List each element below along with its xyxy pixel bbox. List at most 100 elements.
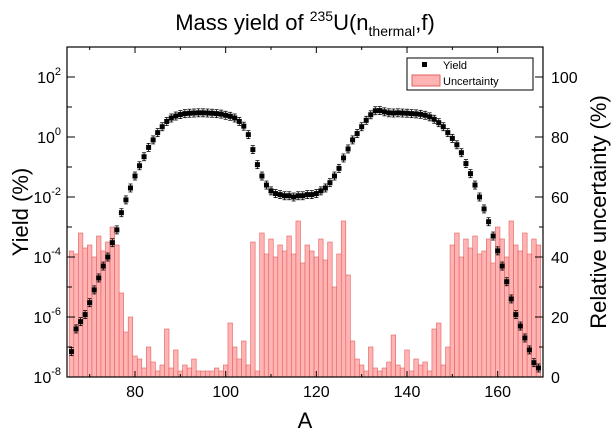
legend-uncertainty-swatch [411,74,441,87]
yield-marker [445,130,451,136]
yield-point [363,115,369,125]
yield-marker [173,113,179,119]
yield-point [454,140,460,150]
uncertainty-bar [331,286,338,378]
yield-point [218,109,224,119]
y-axis-label-left: Yield (%) [8,168,33,256]
uncertainty-bar [449,244,455,378]
yield-marker [164,118,170,124]
yield-point [467,169,473,179]
yield-point [245,130,251,140]
uncertainty-bar [531,238,537,378]
x-tick-label: 140 [394,384,421,401]
yield-point [318,186,324,196]
yield-point [486,217,492,227]
yield-point [223,110,229,120]
uncertainty-bar [118,292,124,378]
yield-point [399,108,405,118]
yield-marker [105,254,111,260]
uncertainty-bar [295,220,301,378]
uncertainty-bar [504,256,510,378]
yield-point [313,189,319,198]
title-main: Mass yield of [175,10,310,35]
yield-point [141,152,147,162]
y-tick-label-right: 40 [551,250,569,267]
yield-point [91,285,97,295]
title-end: ,f) [415,10,435,35]
uncertainty-bar [159,364,165,378]
yield-marker [504,279,510,285]
yield-marker [381,109,387,115]
yield-point [427,112,433,122]
uncertainty-bar [427,370,433,378]
legend: Yield Uncertainty [406,57,534,91]
yield-point [236,117,242,126]
yield-marker [395,110,401,116]
yield-marker [69,349,75,355]
yield-marker [91,287,97,293]
yield-marker [250,147,256,153]
yield-point [535,363,541,373]
yield-marker [150,137,156,143]
yield-point [132,171,138,181]
uncertainty-bar [73,253,79,378]
uncertainty-bar [209,370,215,378]
yield-point [159,122,165,132]
yield-marker [200,110,206,116]
yield-marker [535,365,541,371]
yield-marker [467,171,473,177]
yield-marker [354,131,360,137]
yield-marker [413,111,419,117]
yield-point [263,180,269,190]
uncertainty-bar [250,241,256,378]
yield-marker [295,193,301,199]
uncertainty-bar [350,340,356,378]
uncertainty-bar [254,370,260,378]
yield-point [186,108,192,118]
yield-point [336,163,342,173]
yield-point [309,190,315,200]
uncertainty-bar [381,367,387,378]
yield-point [304,190,310,200]
legend-yield-label: Yield [443,60,467,72]
yield-point [477,192,483,202]
uncertainty-bar [363,370,369,378]
x-axis-label: A [298,408,313,433]
yield-point [73,324,79,334]
yield-point [404,108,410,118]
uncertainty-bar [277,244,283,378]
uncertainty-bar [472,235,478,378]
yield-marker [499,263,505,269]
y-tick-label-right: 80 [551,130,569,147]
yield-marker [386,110,392,116]
y-tick-label-left: 10-2 [33,186,61,207]
yield-marker [277,192,283,198]
title-mid: U(n [333,10,368,35]
yield-point [69,347,75,357]
yield-point [440,122,446,132]
yield-marker [177,112,183,118]
yield-point [300,191,306,201]
yield-point [232,113,238,123]
yield-marker [132,173,138,179]
y-tick-label-left: 10-4 [33,246,61,267]
yield-marker [486,219,492,225]
uncertainty-bar [368,346,374,378]
uncertainty-bar [96,235,102,378]
yield-point [390,108,396,118]
yield-marker [291,194,297,200]
yield-marker [495,248,501,254]
yield-point [105,252,111,262]
yield-marker [146,144,152,150]
uncertainty-bar [286,235,292,378]
uncertainty-bar [150,361,156,378]
yield-point [341,153,347,163]
yield-marker [436,120,442,126]
yield-point [449,133,455,143]
yield-point [96,273,102,283]
yield-point [531,358,537,368]
title-sub: thermal [369,23,416,39]
yield-marker [508,296,514,302]
yield-point [386,108,392,118]
yield-marker [440,124,446,130]
